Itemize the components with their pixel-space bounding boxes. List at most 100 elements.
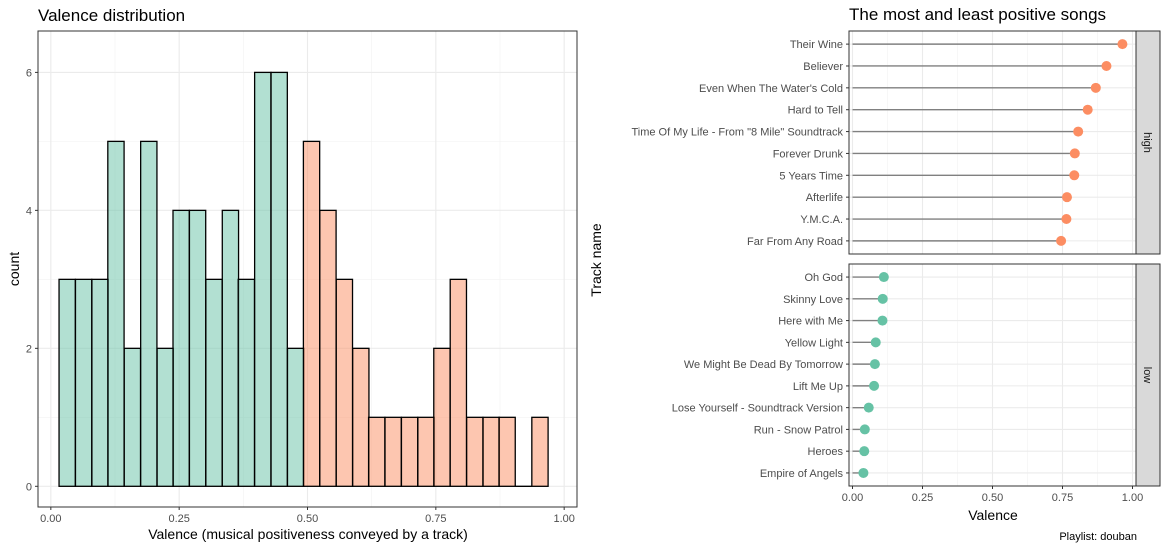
lollipop-point: [1061, 192, 1072, 203]
lollipop-point: [1069, 148, 1080, 159]
histogram-bar: [449, 278, 468, 487]
track-name-label: Even When The Water's Cold: [699, 83, 843, 95]
histogram-bar: [172, 209, 190, 487]
lollipop-x-tick-label: 1.00: [1122, 492, 1143, 504]
histogram-bar: [335, 278, 354, 487]
histogram-bar: [417, 416, 435, 487]
lollipop-panel: The most and least positive songs Their …: [588, 5, 1161, 543]
lollipop-point: [859, 424, 870, 435]
track-name-label: Here with Me: [778, 316, 843, 328]
lollipop-point: [858, 467, 869, 478]
track-name-label: Believer: [803, 61, 843, 73]
histogram-bar: [237, 278, 256, 487]
histogram-bar: [107, 140, 125, 487]
histogram-bar: [270, 71, 288, 487]
track-name-label: Lift Me Up: [793, 381, 843, 393]
lollipop-x-tick-label: 0.50: [982, 492, 1003, 504]
histogram-bar: [58, 278, 76, 487]
track-name-label: Y.M.C.A.: [800, 214, 843, 226]
lollipop-point: [869, 380, 880, 391]
histogram-bar: [91, 278, 109, 487]
histogram-y-tick-label: 4: [26, 205, 32, 217]
lollipop-point: [1090, 82, 1101, 93]
track-name-label: We Might Be Dead By Tomorrow: [684, 359, 843, 371]
lollipop-point: [1069, 170, 1080, 181]
histogram-bar: [140, 140, 158, 487]
track-name-label: Lose Yourself - Soundtrack Version: [672, 403, 843, 415]
track-name-label: Heroes: [808, 446, 844, 458]
histogram-bar: [253, 71, 272, 487]
lollipop-point: [1073, 126, 1084, 137]
lollipop-x-tick-label: 0.25: [912, 492, 933, 504]
facet-strip: [1135, 30, 1161, 255]
lollipop-point: [1117, 39, 1128, 50]
histogram-bar: [188, 209, 207, 487]
histogram-bar: [286, 347, 305, 487]
histogram-x-tick-label: 0.00: [40, 513, 61, 525]
lollipop-point: [1056, 235, 1067, 246]
histogram-bar: [352, 347, 370, 487]
histogram-x-axis-title: Valence (musical positiveness conveyed b…: [148, 526, 468, 542]
histogram-bar: [482, 416, 500, 487]
lollipop-x-tick-label: 0.00: [842, 492, 863, 504]
lollipop-point: [1101, 60, 1112, 71]
histogram-bar: [498, 416, 516, 487]
histogram-x-tick-label: 1.00: [553, 513, 574, 525]
histogram-panel: 0.00 0.25 0.50 0.75 1.00 0 2 4 6 Valence distri…: [6, 6, 578, 542]
histogram-y-ticks: 0 2 4 6: [26, 67, 38, 493]
lollipop-title: The most and least positive songs: [849, 5, 1106, 24]
histogram-bar: [384, 416, 402, 487]
histogram-x-tick-label: 0.25: [168, 513, 189, 525]
histogram-x-tick-label: 0.50: [297, 513, 318, 525]
histogram-bar: [221, 209, 240, 487]
histogram-bar: [531, 416, 549, 487]
histogram-x-ticks: 0.00 0.25 0.50 0.75 1.00: [40, 507, 575, 525]
facet-low: Oh God Skinny Love Here with Me Yellow Ligh…: [672, 263, 1161, 487]
track-name-label: Their Wine: [790, 39, 843, 51]
facet-strip-label: low: [1141, 367, 1153, 384]
histogram-y-axis-title: count: [6, 252, 22, 286]
lollipop-point: [869, 359, 880, 370]
lollipop-point: [878, 272, 889, 283]
histogram-title: Valence distribution: [38, 6, 185, 25]
track-name-label: Yellow Light: [785, 337, 843, 349]
lollipop-x-ticks: 0.00 0.25 0.50 0.75 1.00: [842, 486, 1143, 504]
histogram-y-tick-label: 0: [26, 481, 32, 493]
histogram-x-tick-label: 0.75: [425, 513, 446, 525]
track-name-label: Afterlife: [806, 192, 843, 204]
track-name-label: Skinny Love: [783, 294, 843, 306]
histogram-bar: [367, 416, 386, 487]
plot-caption: Playlist: douban: [1059, 531, 1137, 543]
track-name-label: Run - Snow Patrol: [754, 424, 843, 436]
track-name-label: Forever Drunk: [773, 148, 844, 160]
histogram-bar: [302, 140, 321, 487]
facet-high: Their Wine Believer Even When The Water's …: [631, 30, 1161, 255]
histogram-bar: [123, 347, 142, 487]
lollipop-facets: Their Wine Believer Even When The Water's …: [631, 30, 1161, 487]
histogram-bar: [319, 209, 337, 487]
lollipop-point: [877, 293, 888, 304]
track-name-label: Hard to Tell: [788, 105, 843, 117]
track-name-label: Time Of My Life - From "8 Mile" Soundtra…: [631, 127, 843, 139]
track-name-label: Far From Any Road: [747, 236, 843, 248]
lollipop-x-axis-title: Valence: [968, 507, 1018, 523]
histogram-y-tick-label: 2: [26, 343, 32, 355]
lollipop-point: [1082, 104, 1093, 115]
histogram-bar: [205, 278, 223, 487]
histogram-bar: [433, 347, 451, 487]
histogram-bar: [74, 278, 93, 487]
lollipop-point: [877, 315, 888, 326]
track-name-label: Oh God: [804, 272, 843, 284]
facet-strip: [1135, 263, 1161, 487]
track-name-label: Empire of Angels: [760, 468, 844, 480]
lollipop-point: [870, 337, 881, 348]
track-name-label: 5 Years Time: [779, 170, 843, 182]
histogram-bar: [465, 416, 484, 487]
lollipop-point: [1061, 214, 1072, 225]
histogram-bars: [58, 71, 549, 487]
lollipop-point: [863, 402, 874, 413]
lollipop-x-tick-label: 0.75: [1052, 492, 1073, 504]
facet-strip-label: high: [1141, 132, 1153, 153]
histogram-y-tick-label: 6: [26, 67, 32, 79]
